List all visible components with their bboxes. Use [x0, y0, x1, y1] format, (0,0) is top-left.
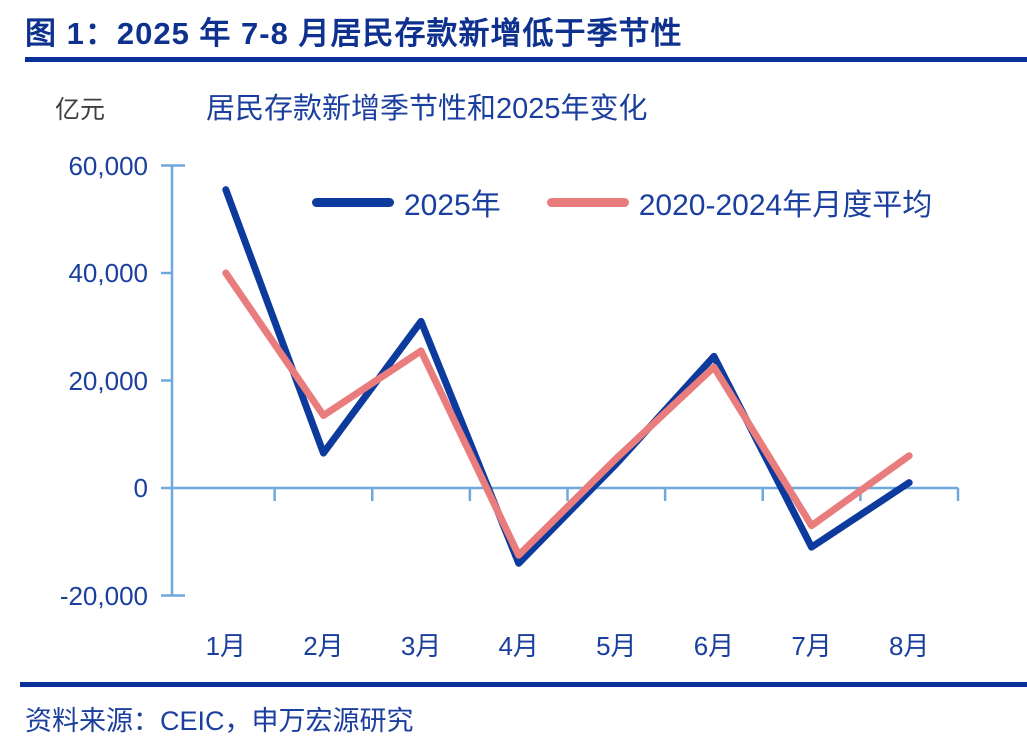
legend-line-swatch-icon: [312, 197, 394, 207]
series-line-2020-2024年月度平均: [222, 269, 913, 559]
y-axis-tick-label: 40,000: [68, 258, 148, 288]
y-axis-tick-label: 60,000: [68, 150, 148, 181]
y-axis-unit-label: 亿元: [55, 96, 106, 124]
legend-label: 2020-2024年月度平均: [638, 189, 933, 222]
x-axis-tick-label: 2月: [303, 631, 344, 661]
legend-label: 2025年: [404, 189, 501, 222]
bottom-divider-rule: [20, 682, 1027, 687]
legend-item-2025: 2025年: [312, 180, 501, 224]
y-axis-tick-label: 20,000: [68, 365, 148, 396]
chart-title: 居民存款新增季节性和2025年变化: [206, 93, 648, 125]
series-line-2025年: [222, 186, 913, 567]
figure-title: 图 1：2025 年 7-8 月居民存款新增低于季节性: [25, 16, 683, 51]
x-axis-tick-label: 8月: [888, 631, 930, 661]
x-axis-tick-label: 5月: [596, 631, 637, 661]
title-divider-rule: [25, 57, 1027, 62]
x-axis-tick-label: 4月: [498, 631, 539, 661]
x-axis-tick-label: 7月: [791, 631, 832, 661]
y-axis-tick-label: 0: [133, 473, 148, 503]
legend-line-swatch-icon: [546, 197, 629, 207]
legend-item-2020-2024-average: 2020-2024年月度平均: [546, 180, 933, 224]
y-axis-tick-label: -20,000: [59, 580, 148, 611]
x-axis-tick-label: 6月: [693, 631, 735, 661]
chart-legend: 2025年 2020-2024年月度平均: [312, 180, 932, 224]
x-axis-tick-label: 3月: [400, 631, 442, 661]
x-axis-tick-label: 1月: [205, 631, 247, 661]
source-text: 资料来源：CEIC，申万宏源研究: [25, 706, 414, 736]
